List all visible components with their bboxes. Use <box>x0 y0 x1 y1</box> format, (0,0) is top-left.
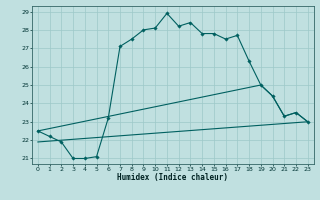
X-axis label: Humidex (Indice chaleur): Humidex (Indice chaleur) <box>117 173 228 182</box>
